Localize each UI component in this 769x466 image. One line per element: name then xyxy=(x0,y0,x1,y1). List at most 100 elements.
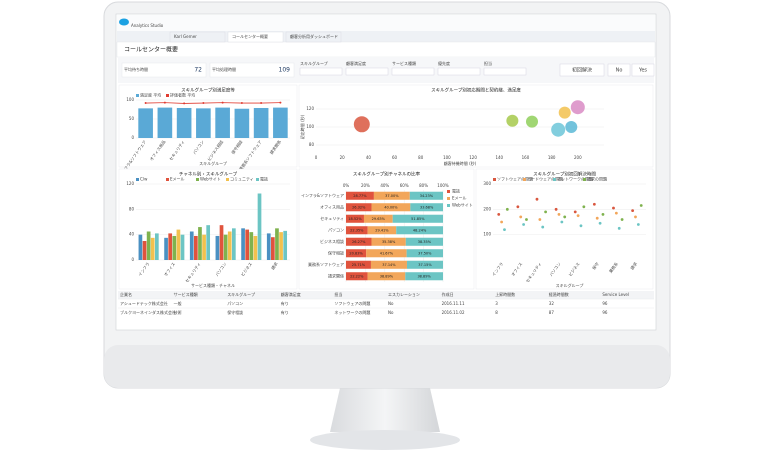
x-tick-label: 60 xyxy=(392,155,398,160)
value-label: 18.52% xyxy=(348,217,362,221)
dot xyxy=(505,207,509,211)
table-cell: 96 xyxy=(602,301,608,306)
filter-select[interactable] xyxy=(437,67,481,76)
dot xyxy=(563,215,567,219)
bar xyxy=(241,228,245,260)
tab-label: 顧客分析用ダッシュボード xyxy=(290,33,338,39)
category-label: 保守相談 xyxy=(328,249,344,255)
x-tick-label: 180 xyxy=(548,155,556,160)
dot xyxy=(554,207,558,211)
value-label: 29.41% xyxy=(375,228,389,232)
chart-panel xyxy=(475,168,654,290)
y-tick-label: 40 xyxy=(129,232,135,237)
value-label: 48.24% xyxy=(413,228,427,232)
table-cell: ブルクヨーネインダス株式会社 xyxy=(120,309,176,315)
table-cell: No xyxy=(388,301,394,306)
legend-swatch xyxy=(553,178,556,181)
legend-swatch xyxy=(583,178,586,181)
tab[interactable] xyxy=(227,31,284,43)
toggle-button[interactable] xyxy=(631,63,655,77)
value-label: 22.22% xyxy=(350,274,364,278)
x-axis-label: 顧客待機時間 (秒) xyxy=(444,160,477,166)
tab[interactable] xyxy=(285,31,342,43)
y-tick-label: 0 xyxy=(131,257,134,262)
value-label: 26.32% xyxy=(352,205,366,209)
x-tick-label: 0 xyxy=(315,155,318,160)
bar xyxy=(219,225,224,260)
y-tick-label: 120 xyxy=(306,106,314,111)
legend-swatch xyxy=(447,190,450,193)
table-cell: 3 xyxy=(495,301,498,306)
value-label: 37.50% xyxy=(418,251,432,255)
bar-segment xyxy=(396,226,443,235)
filter-select[interactable] xyxy=(299,67,343,76)
legend-label: ネットワークの問題 xyxy=(557,176,593,182)
value-label: 38.89% xyxy=(417,274,431,278)
bubble xyxy=(570,100,585,115)
dot xyxy=(617,226,621,230)
x-axis-label: スキルグループ xyxy=(556,282,584,288)
bar xyxy=(266,233,271,260)
chart-title: スキルグループ別初回解決時間 xyxy=(533,171,596,178)
filter-select[interactable] xyxy=(345,67,389,76)
bar-segment xyxy=(367,272,406,281)
category-label: 業務系ソフトウェア xyxy=(308,261,344,267)
bar-segment xyxy=(346,272,368,281)
bar-segment xyxy=(392,214,443,223)
y-tick-label: 100 xyxy=(306,124,314,129)
legend-label: 請求の問題 xyxy=(587,176,607,182)
table-cell: 有り xyxy=(281,300,289,306)
table-cell: 32 xyxy=(549,301,555,306)
category-label: 請求関係 xyxy=(328,272,344,278)
filter-select[interactable] xyxy=(483,67,527,76)
x-tick-label: 40% xyxy=(380,183,389,188)
value-label: 29.63% xyxy=(372,217,386,221)
bar xyxy=(138,234,143,260)
table-cell: No xyxy=(388,310,394,315)
value-label: 25.71% xyxy=(352,263,366,267)
value-label: 34.23% xyxy=(420,194,434,198)
bar-segment xyxy=(370,260,407,269)
dot xyxy=(541,225,545,229)
bar xyxy=(279,232,283,260)
dot xyxy=(497,213,501,216)
y-tick-label: 100 xyxy=(483,232,491,237)
legend-swatch xyxy=(447,197,450,200)
dot xyxy=(560,220,564,224)
x-tick-label: 160 xyxy=(522,155,530,160)
category-label: ビジネス相談 xyxy=(320,238,344,244)
category-label: セキュリティ xyxy=(320,215,344,221)
x-tick-label: 0% xyxy=(343,183,350,188)
bar xyxy=(206,225,211,260)
toggle-button[interactable] xyxy=(559,63,605,77)
dot xyxy=(582,205,586,209)
tab[interactable] xyxy=(169,31,226,43)
chart-title: スキルグループ別初応期間と契約継、満足度 xyxy=(431,87,521,94)
legend-label: Eメール xyxy=(170,177,185,182)
bar xyxy=(164,237,168,260)
value-label: 28.77% xyxy=(353,194,367,198)
legend-label: ハードウェアの問題 xyxy=(527,176,563,182)
bar-segment xyxy=(366,249,407,258)
bar-segment xyxy=(371,237,406,246)
value-label: 22.35% xyxy=(350,228,364,232)
bar-segment xyxy=(405,237,443,246)
dot xyxy=(636,223,640,226)
legend-swatch xyxy=(226,178,229,181)
table-header: エスカレーション xyxy=(388,292,420,297)
legend-label: Webサイト xyxy=(200,177,221,182)
legend-swatch xyxy=(166,94,169,97)
dot xyxy=(614,211,618,215)
x-tick-label: 20 xyxy=(340,155,346,160)
toggle-button[interactable] xyxy=(607,63,631,77)
dot xyxy=(634,215,637,219)
y-tick-label: 120 xyxy=(126,181,134,186)
filter-select[interactable] xyxy=(391,67,435,76)
legend-swatch xyxy=(136,94,139,97)
table-cell: 一般 xyxy=(174,300,182,306)
legend-swatch xyxy=(196,178,199,181)
dot xyxy=(500,220,504,224)
line xyxy=(145,102,281,104)
bar-segment xyxy=(367,226,397,235)
x-tick-label: 80% xyxy=(419,183,428,188)
